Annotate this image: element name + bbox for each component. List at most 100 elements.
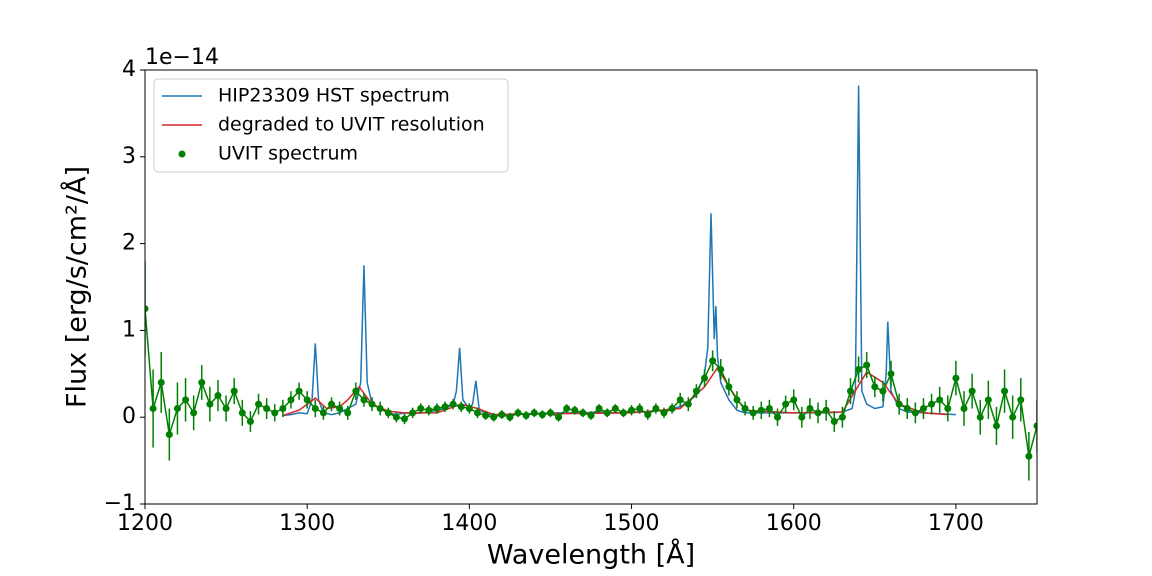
data-point [319, 409, 327, 417]
data-point [1033, 422, 1037, 430]
data-point [668, 405, 676, 413]
y-tick-label: 2 [122, 231, 136, 256]
data-point [473, 409, 481, 417]
data-point [263, 405, 271, 413]
data-point [279, 405, 287, 413]
data-point [352, 387, 360, 395]
data-point [384, 409, 392, 417]
data-point [733, 396, 741, 404]
data-point [992, 422, 1000, 430]
y-axis-label: Flux [erg/s/cm²/Å] [61, 166, 93, 408]
data-point [757, 406, 765, 414]
data-point [652, 405, 660, 413]
data-point [482, 411, 490, 419]
x-tick-label: 1400 [441, 511, 497, 536]
legend-box [153, 78, 509, 173]
data-point [344, 409, 352, 417]
data-point [498, 411, 506, 419]
data-point [1009, 413, 1017, 421]
data-point [579, 409, 587, 417]
data-point [571, 406, 579, 414]
legend-label: HIP23309 HST spectrum [218, 85, 450, 107]
data-point [376, 405, 384, 413]
axes-frame [144, 69, 1038, 505]
data-point [222, 405, 230, 413]
data-point [246, 418, 254, 426]
data-point [311, 405, 319, 413]
data-point [782, 400, 790, 408]
data-point [741, 405, 749, 413]
data-point [506, 413, 514, 421]
data-point [190, 409, 198, 417]
data-point [717, 365, 725, 373]
data-point [271, 409, 279, 417]
data-point [879, 387, 887, 395]
data-point [287, 396, 295, 404]
data-point [936, 396, 944, 404]
data-point [449, 400, 457, 408]
data-point [619, 409, 627, 417]
data-point [328, 400, 336, 408]
data-point [692, 387, 700, 395]
data-point [871, 383, 879, 391]
legend-marker [178, 150, 186, 158]
data-point [522, 411, 530, 419]
data-point [919, 405, 927, 413]
data-point [774, 413, 782, 421]
offset-text: 1e−14 [145, 45, 219, 70]
data-point [749, 409, 757, 417]
data-point [303, 396, 311, 404]
data-point [1025, 452, 1033, 460]
data-point [960, 405, 968, 413]
data-point [628, 406, 636, 414]
data-point [555, 413, 563, 421]
data-point [214, 392, 222, 399]
data-point [863, 361, 871, 369]
data-point [725, 383, 733, 391]
data-point [145, 305, 149, 313]
data-point [563, 405, 571, 413]
x-axis-label: Wavelength [Å] [487, 539, 695, 571]
data-point [255, 400, 263, 408]
data-point [855, 365, 863, 373]
data-point [165, 431, 173, 439]
data-point [952, 374, 960, 382]
data-point [976, 413, 984, 421]
data-point [546, 409, 554, 417]
data-point [182, 396, 190, 404]
y-tick-label: −1 [104, 491, 136, 516]
data-point [709, 357, 717, 365]
data-point [206, 400, 214, 408]
data-point [417, 405, 425, 413]
data-point [198, 378, 206, 386]
data-point [684, 400, 692, 408]
data-point [660, 409, 668, 417]
data-point [392, 413, 400, 421]
data-point [538, 411, 546, 419]
data-point [887, 370, 895, 378]
y-tick-label: 3 [122, 144, 136, 169]
data-point [595, 405, 603, 413]
data-point [798, 413, 806, 421]
data-point [806, 405, 814, 413]
data-point [830, 418, 838, 426]
data-point [644, 411, 652, 419]
data-point [587, 411, 595, 419]
data-point [895, 400, 903, 408]
data-point [173, 405, 181, 413]
data-point [911, 409, 919, 417]
data-point [400, 415, 408, 423]
data-point [336, 405, 344, 413]
data-point [611, 405, 619, 413]
x-tick-label: 1600 [766, 511, 822, 536]
data-point [676, 396, 684, 404]
data-point [701, 374, 709, 382]
plot-area [145, 85, 1037, 481]
legend-label: degraded to UVIT resolution [218, 114, 485, 136]
y-tick-label: 4 [122, 57, 136, 82]
data-point [846, 387, 854, 395]
x-tick-label: 1300 [279, 511, 335, 536]
x-tick-label: 1700 [928, 511, 984, 536]
data-point [295, 387, 303, 395]
